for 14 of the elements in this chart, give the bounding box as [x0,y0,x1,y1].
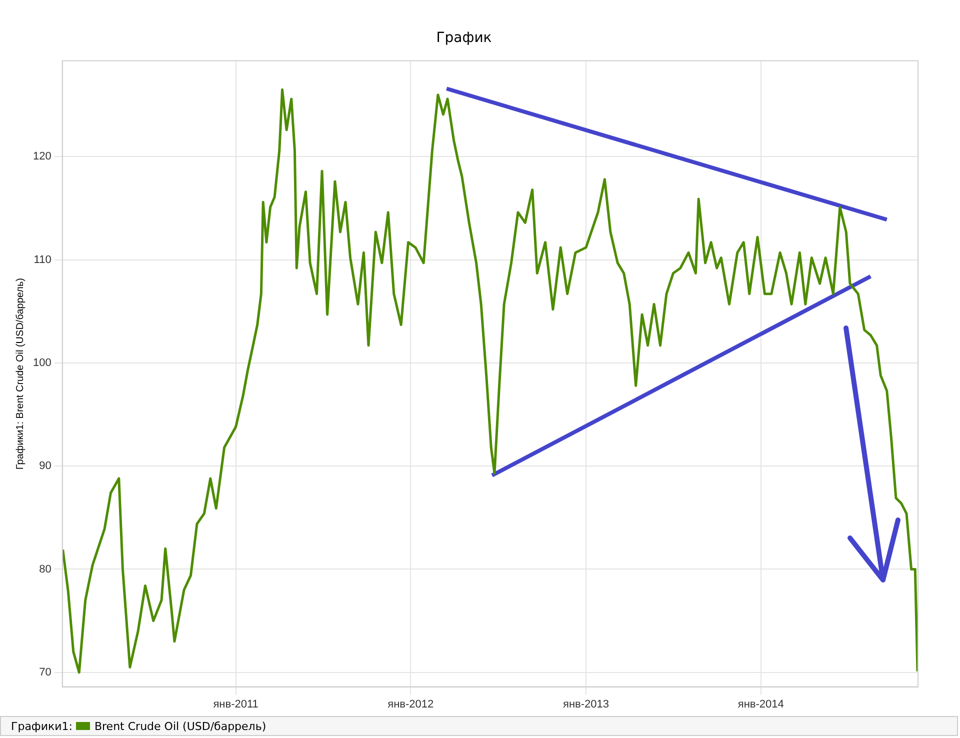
y-tick-label: 80 [39,563,52,576]
x-tick-label: янв-2014 [738,698,784,710]
y-tick-label: 110 [34,254,52,266]
x-tick-label: янв-2011 [213,698,258,710]
x-tick-label: янв-2012 [388,698,434,710]
legend-title: Графики1: [11,720,72,732]
legend-label: Brent Crude Oil (USD/баррель) [94,720,266,732]
chart-title: График [436,30,492,46]
y-axis-title: Графики1: Brent Crude Oil (USD/баррель) [14,278,26,470]
x-tick-label: янв-2013 [562,698,609,710]
y-tick-label: 90 [39,460,52,472]
y-tick-label: 70 [39,666,52,678]
y-tick-label: 120 [32,150,52,163]
y-tick-label: 100 [32,357,52,370]
